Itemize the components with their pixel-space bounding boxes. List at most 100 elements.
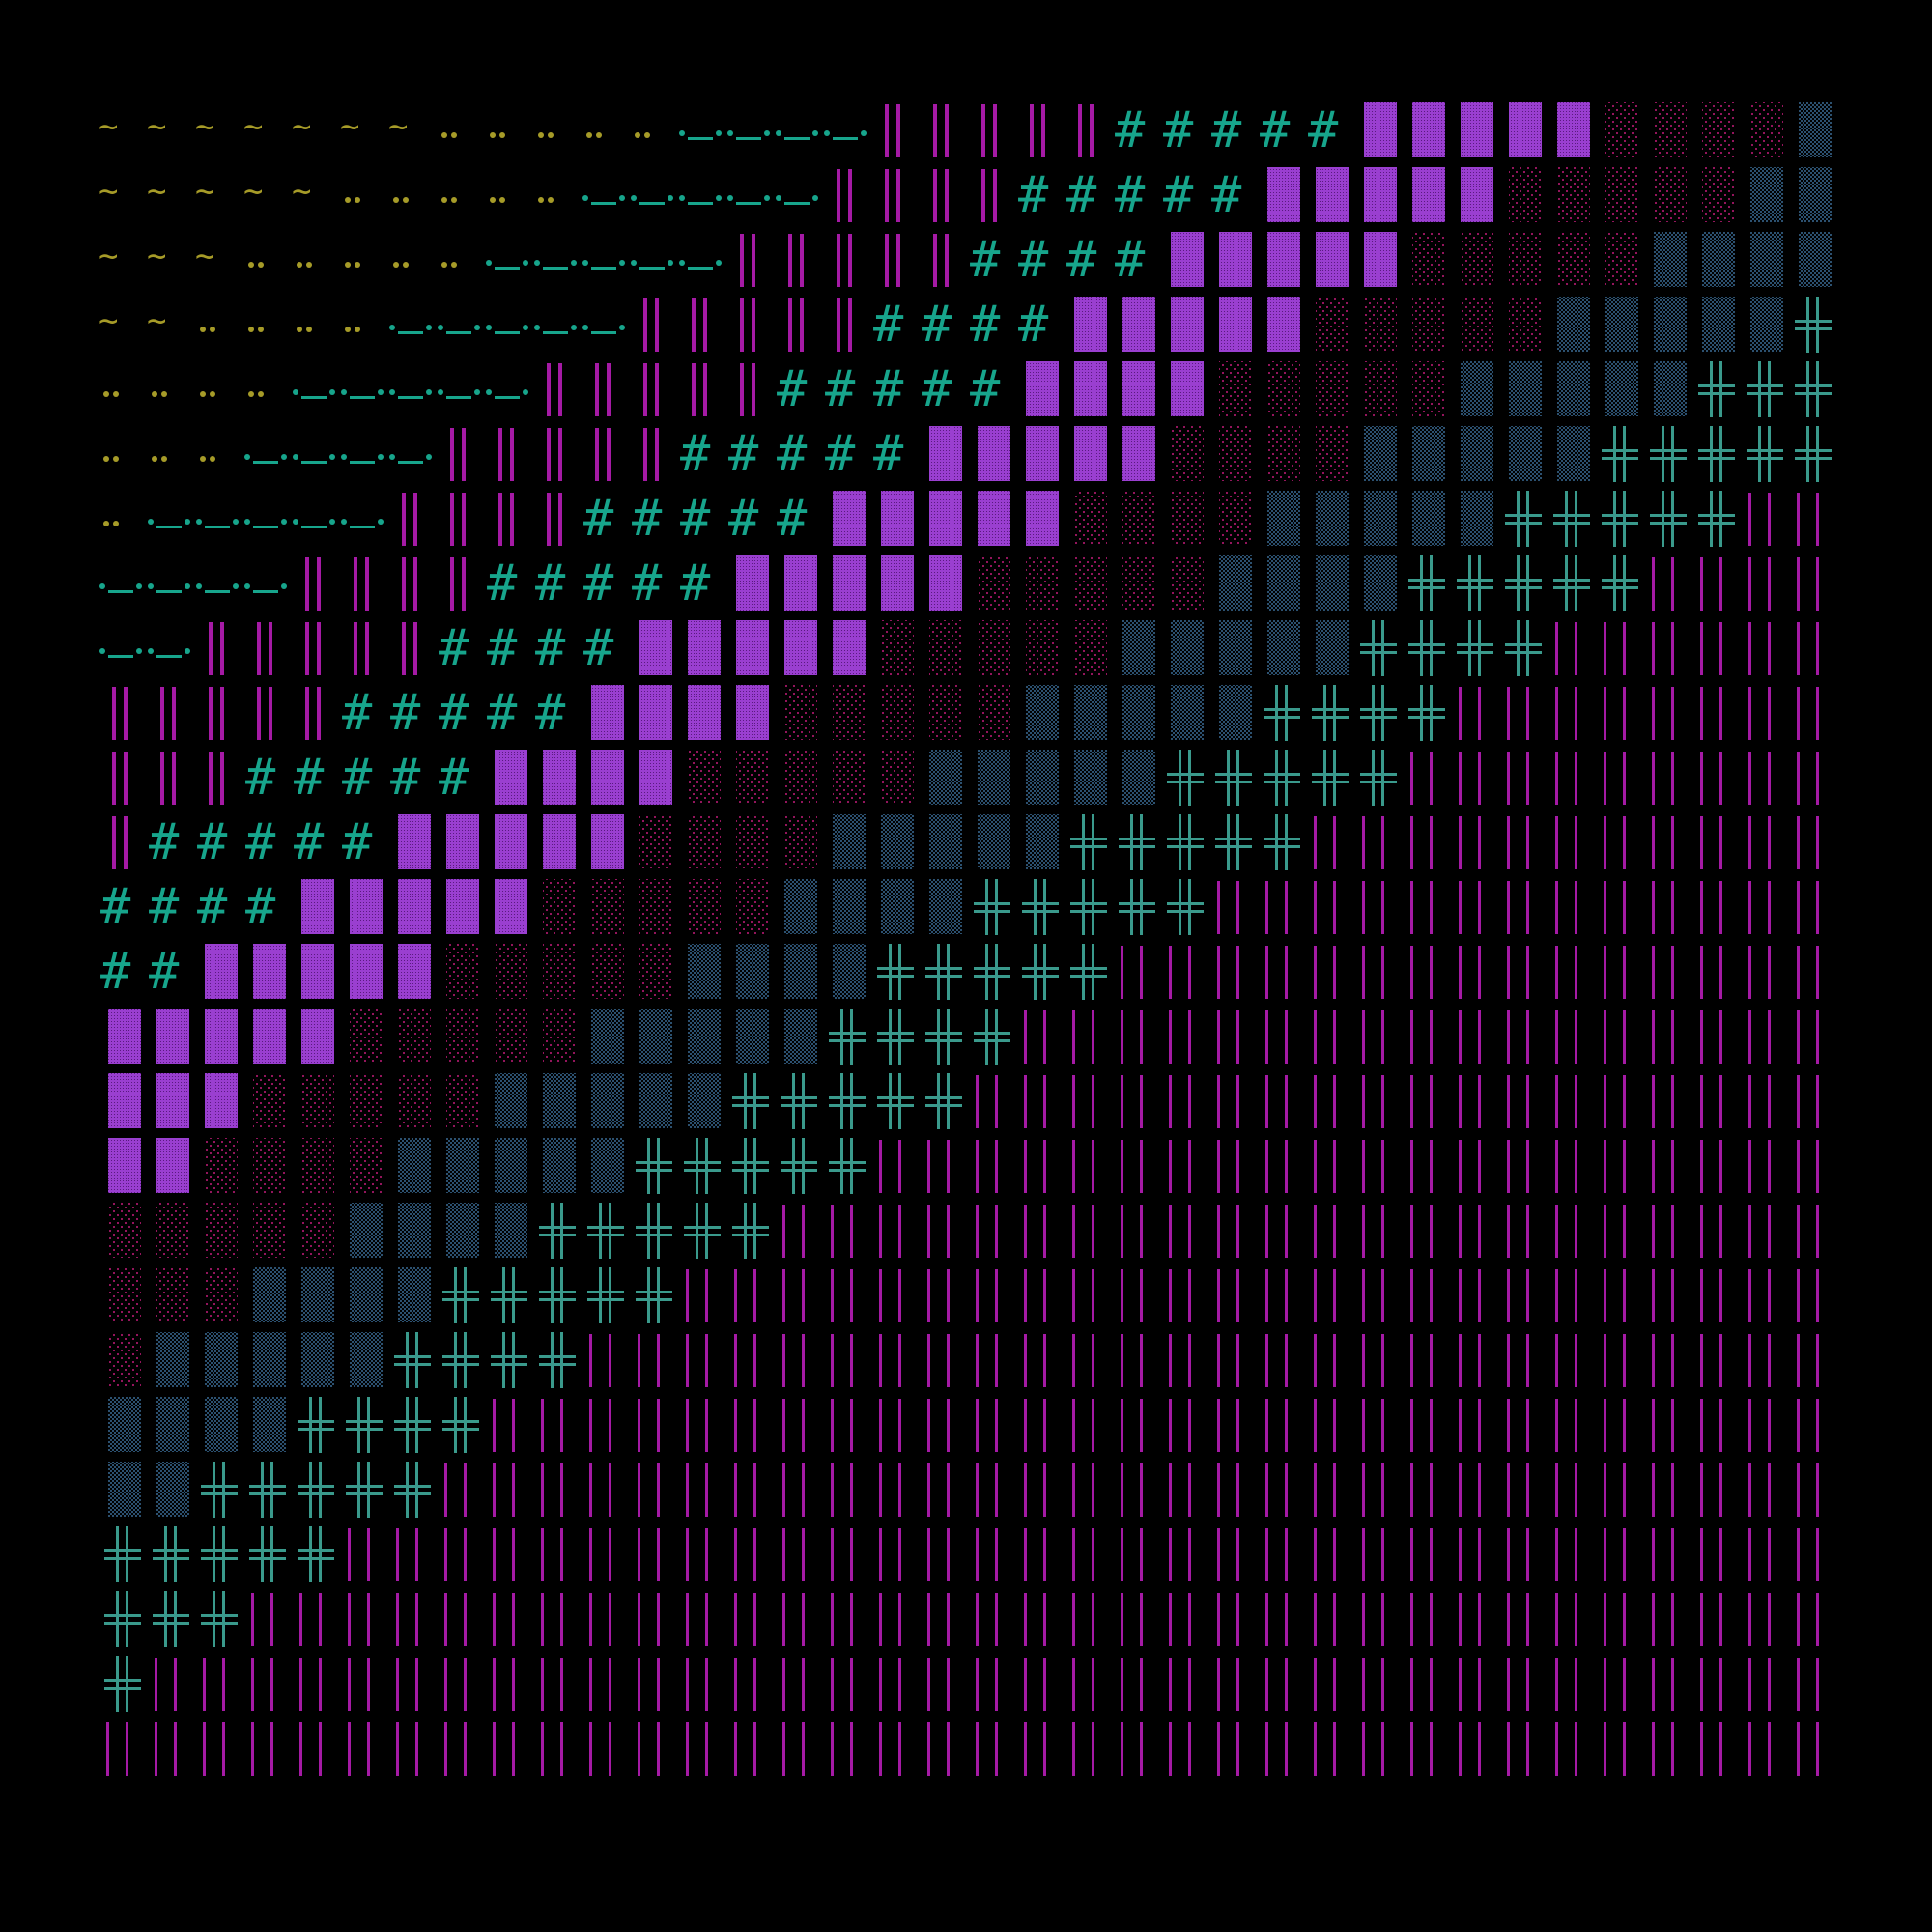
bar-mark — [933, 169, 937, 222]
thin-bar-mark — [1816, 1593, 1819, 1646]
dot-mark — [389, 389, 395, 395]
sparse-block-mark — [1605, 232, 1638, 287]
cross-mark — [1070, 975, 1107, 978]
thin-bar-mark — [1748, 1722, 1751, 1776]
cross-mark — [1082, 814, 1085, 870]
hash-mark: # — [439, 749, 469, 807]
thin-bar-mark — [879, 1722, 882, 1776]
bar-mark — [655, 428, 659, 481]
thin-bar-mark — [1604, 1528, 1606, 1581]
thin-bar-mark — [1652, 1269, 1655, 1322]
cross-mark — [1806, 297, 1809, 353]
thin-bar-mark — [1024, 1205, 1027, 1258]
dense-block-mark — [639, 1073, 672, 1128]
sparse-block-mark — [350, 1073, 383, 1128]
thin-bar-mark — [1121, 1075, 1123, 1128]
bar-mark — [752, 298, 755, 352]
sparse-block-mark — [1461, 297, 1493, 352]
cross-mark — [1070, 967, 1107, 970]
thin-bar-mark — [1217, 1593, 1220, 1646]
thin-bar-mark — [1797, 622, 1800, 675]
thin-bar-mark — [1526, 752, 1529, 805]
thin-bar-mark — [898, 1463, 901, 1517]
dash-mark — [108, 590, 133, 593]
bar-mark — [413, 557, 417, 611]
thin-bar-mark — [1797, 1010, 1800, 1064]
cross-mark — [1227, 814, 1230, 870]
cross-mark — [367, 1462, 370, 1518]
cross-mark — [995, 879, 998, 935]
thin-bar-mark — [1700, 1399, 1703, 1452]
thin-bar-mark — [1623, 1399, 1626, 1452]
cross-mark — [174, 1591, 177, 1647]
dot-mark — [631, 260, 637, 266]
cross-mark — [1553, 522, 1590, 525]
thin-bar-mark — [947, 1334, 950, 1387]
cross-mark — [1613, 426, 1616, 482]
thin-bar-mark — [1362, 1140, 1365, 1193]
thin-bar-mark — [560, 1399, 563, 1452]
thin-bar-mark — [1719, 1010, 1722, 1064]
thin-bar-mark — [1719, 1269, 1722, 1322]
hash-mark: # — [487, 684, 518, 742]
cross-mark — [1468, 620, 1471, 676]
dense-block-mark — [350, 1267, 383, 1322]
hash-mark: # — [873, 425, 904, 483]
cross-mark — [1312, 781, 1349, 783]
thin-bar-mark — [1748, 881, 1751, 934]
dense-block-mark — [1219, 620, 1252, 675]
thin-bar-mark — [1623, 1722, 1626, 1776]
thin-bar-mark — [1072, 1593, 1075, 1646]
sparse-block-mark — [639, 944, 672, 999]
thin-bar-mark — [1797, 1593, 1800, 1646]
thin-bar-mark — [850, 1463, 853, 1517]
block-mark — [205, 1073, 238, 1128]
thin-bar-mark — [1816, 493, 1819, 546]
cross-mark — [1215, 773, 1252, 776]
thin-bar-mark — [657, 1528, 660, 1581]
dot-mark — [474, 389, 480, 395]
thin-bar-mark — [1478, 946, 1481, 999]
thin-bar-mark — [1188, 1140, 1191, 1193]
thin-bar-mark — [1507, 1075, 1510, 1128]
thin-bar-mark — [1768, 881, 1771, 934]
thin-bar-mark — [1043, 1528, 1046, 1581]
thin-bar-mark — [1459, 1334, 1462, 1387]
cross-mark — [1264, 708, 1300, 711]
thin-bar-mark — [1169, 946, 1172, 999]
hash-mark: # — [583, 554, 614, 612]
thin-bar-mark — [1768, 1075, 1771, 1128]
dash-mark — [784, 137, 810, 140]
thin-bar-mark — [1169, 1334, 1172, 1387]
sparse-block-mark — [1412, 361, 1445, 416]
thin-bar-mark — [1265, 1722, 1268, 1776]
thin-bar-mark — [1671, 946, 1674, 999]
thin-bar-mark — [734, 1658, 737, 1711]
thin-bar-mark — [1623, 946, 1626, 999]
hash-mark: # — [1260, 101, 1291, 159]
dense-block-mark — [1267, 491, 1300, 546]
thin-bar-mark — [1623, 752, 1626, 805]
cross-mark — [1505, 579, 1542, 582]
cross-mark — [636, 1234, 672, 1236]
thin-bar-mark — [705, 1658, 708, 1711]
cross-mark — [636, 1226, 672, 1229]
thin-bar-mark — [734, 1334, 737, 1387]
thin-bar-mark — [1526, 816, 1529, 869]
block-mark — [1461, 167, 1493, 222]
sparse-block-mark — [108, 1267, 141, 1322]
bar-mark — [462, 557, 466, 611]
thin-bar-mark — [1816, 1399, 1819, 1452]
thin-bar-mark — [1140, 1334, 1143, 1387]
thin-bar-mark — [609, 1463, 611, 1517]
dash-mark — [495, 331, 520, 334]
dense-block-mark — [833, 879, 866, 934]
thin-bar-mark — [1526, 1269, 1529, 1322]
thin-bar-mark — [493, 1528, 496, 1581]
dense-block-mark — [1509, 426, 1542, 481]
cross-mark — [1043, 879, 1046, 935]
block-mark — [543, 814, 576, 869]
block-mark — [736, 620, 769, 675]
sparse-block-mark — [301, 1073, 334, 1128]
thin-bar-mark — [1768, 1010, 1771, 1064]
